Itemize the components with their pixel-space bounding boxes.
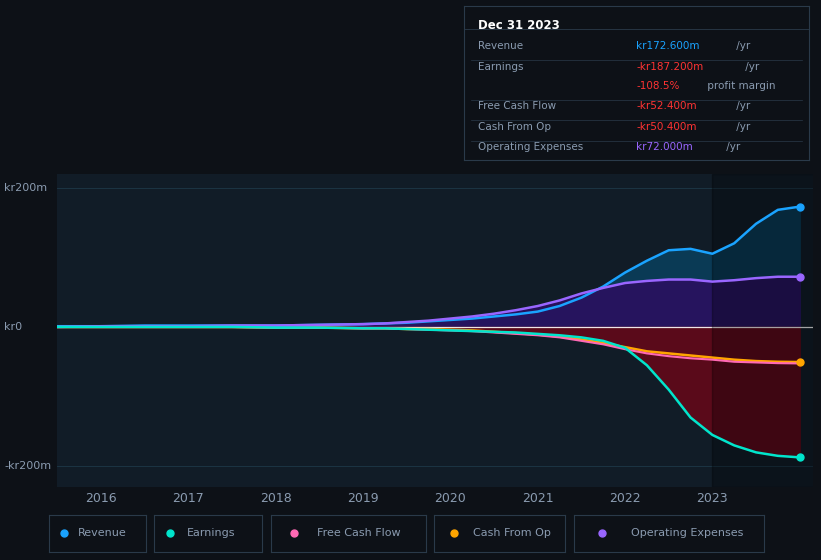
Text: Free Cash Flow: Free Cash Flow: [478, 101, 556, 111]
Text: -108.5%: -108.5%: [636, 81, 680, 91]
Text: /yr: /yr: [733, 101, 750, 111]
Text: /yr: /yr: [733, 41, 750, 50]
Text: -kr50.400m: -kr50.400m: [636, 122, 697, 132]
Text: -kr52.400m: -kr52.400m: [636, 101, 697, 111]
Text: Earnings: Earnings: [186, 529, 235, 538]
Text: Earnings: Earnings: [478, 62, 523, 72]
Text: /yr: /yr: [723, 142, 741, 152]
Text: Cash From Op: Cash From Op: [473, 529, 551, 538]
Text: -kr200m: -kr200m: [4, 461, 51, 472]
Text: kr72.000m: kr72.000m: [636, 142, 693, 152]
Text: kr200m: kr200m: [4, 183, 48, 193]
Text: Revenue: Revenue: [478, 41, 523, 50]
Text: Dec 31 2023: Dec 31 2023: [478, 20, 559, 32]
Bar: [713, 174, 821, 487]
Text: /yr: /yr: [733, 122, 750, 132]
Text: Free Cash Flow: Free Cash Flow: [317, 529, 401, 538]
Text: Cash From Op: Cash From Op: [478, 122, 551, 132]
Text: -kr187.200m: -kr187.200m: [636, 62, 704, 72]
Text: /yr: /yr: [742, 62, 759, 72]
Text: kr0: kr0: [4, 322, 22, 332]
Text: kr172.600m: kr172.600m: [636, 41, 699, 50]
Text: Operating Expenses: Operating Expenses: [631, 529, 743, 538]
Text: Operating Expenses: Operating Expenses: [478, 142, 583, 152]
Text: Revenue: Revenue: [78, 529, 127, 538]
Text: profit margin: profit margin: [704, 81, 775, 91]
